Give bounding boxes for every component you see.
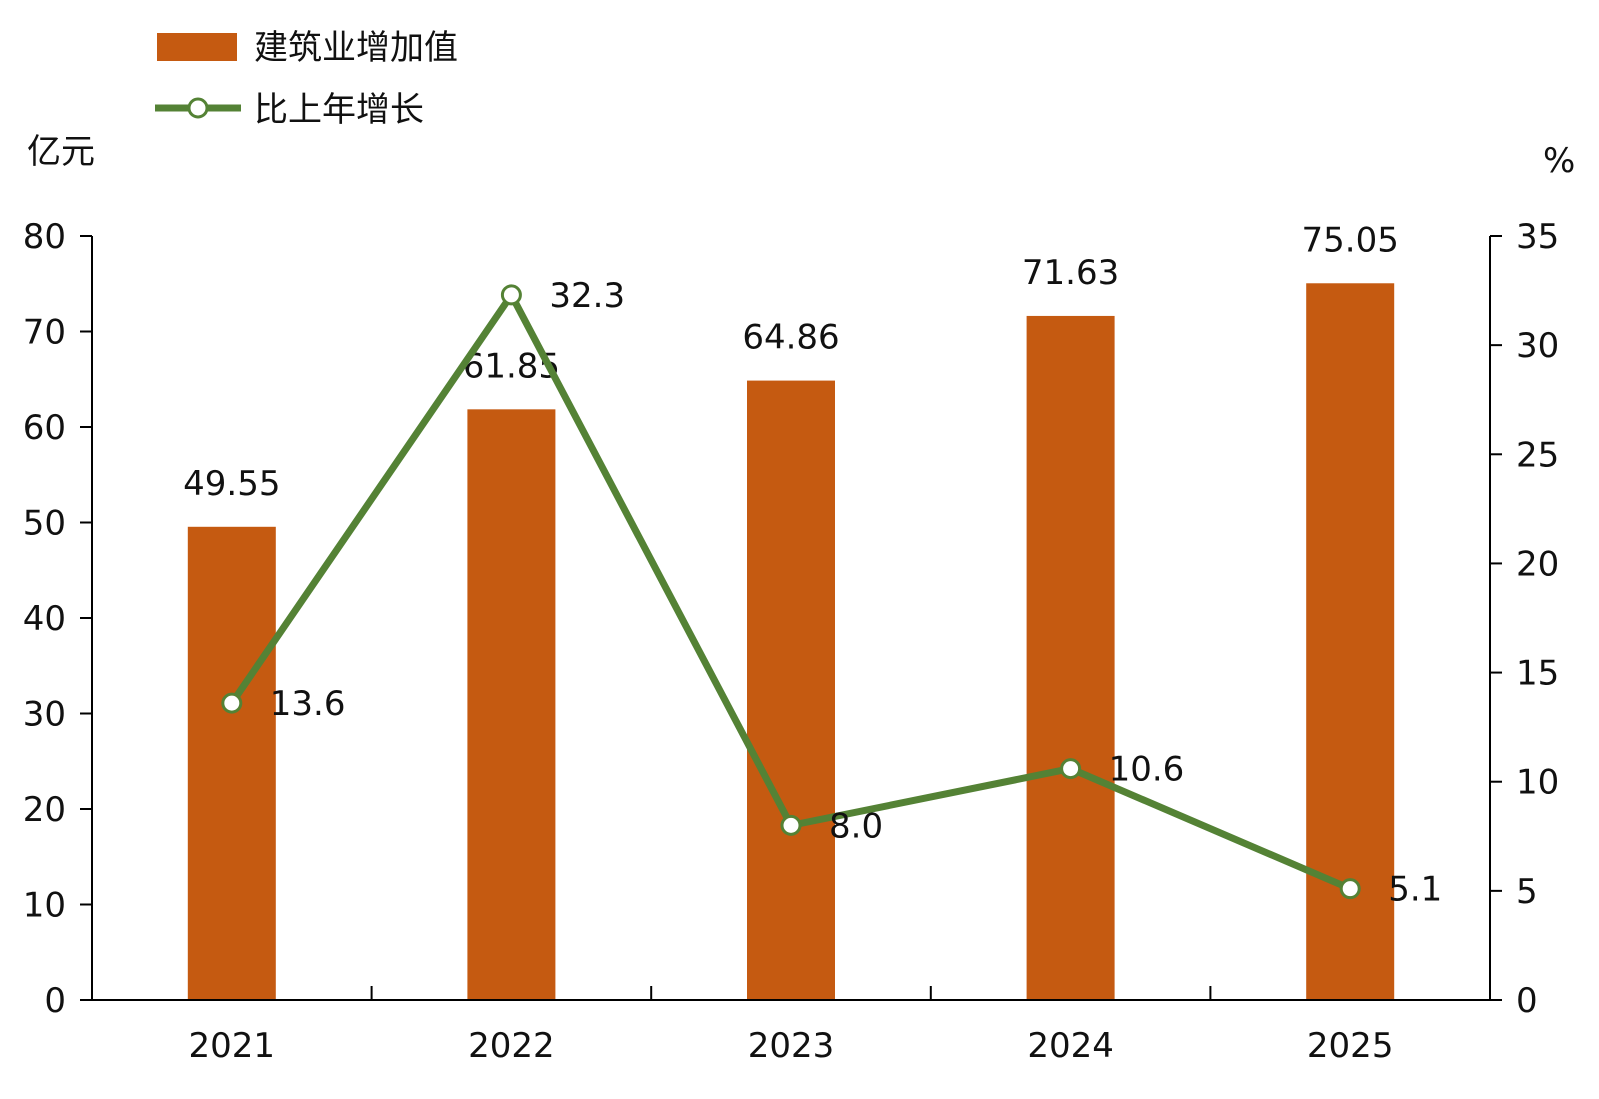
bar-label-2021: 49.55 bbox=[183, 464, 280, 504]
growth-points bbox=[221, 284, 1361, 900]
legend-bar-swatch bbox=[157, 33, 237, 61]
left-ticks: 0 10 20 30 40 50 60 70 80 bbox=[23, 217, 92, 1021]
growth-point-2023 bbox=[780, 814, 802, 836]
left-tick-label-50: 50 bbox=[23, 504, 66, 544]
growth-point-2021 bbox=[221, 692, 243, 714]
bar-label-2024: 71.63 bbox=[1022, 253, 1119, 293]
legend-bar-label: 建筑业增加值 bbox=[254, 28, 458, 68]
right-tick-label-35: 35 bbox=[1516, 217, 1559, 257]
bar-label-2025: 75.05 bbox=[1302, 220, 1399, 260]
bar-2023 bbox=[747, 380, 835, 1000]
growth-label-2023: 8.0 bbox=[829, 806, 883, 846]
x-tick-label-2025: 2025 bbox=[1307, 1026, 1394, 1066]
bar-2021 bbox=[187, 526, 276, 1000]
left-tick-label-0: 0 bbox=[44, 981, 66, 1021]
legend-line-label: 比上年增长 bbox=[254, 90, 424, 130]
growth-point-2022 bbox=[500, 284, 522, 306]
bar-label-2023: 64.86 bbox=[742, 318, 839, 358]
legend-line-marker bbox=[187, 97, 209, 119]
left-tick-label-60: 60 bbox=[23, 408, 66, 448]
bar-2024 bbox=[1026, 315, 1115, 1001]
growth-label-2025: 5.1 bbox=[1388, 870, 1442, 910]
left-tick-label-30: 30 bbox=[23, 695, 66, 735]
right-tick-label-20: 20 bbox=[1516, 544, 1559, 584]
right-ticks: 0 5 10 15 20 25 30 35 bbox=[1490, 217, 1559, 1021]
right-tick-label-0: 0 bbox=[1516, 981, 1538, 1021]
growth-point-2025 bbox=[1339, 878, 1361, 900]
x-tick-label-2021: 2021 bbox=[189, 1026, 276, 1066]
bar-2022 bbox=[467, 409, 556, 1000]
growth-label-2024: 10.6 bbox=[1109, 750, 1185, 790]
left-tick-label-40: 40 bbox=[23, 599, 66, 639]
left-tick-label-70: 70 bbox=[23, 313, 66, 353]
bars bbox=[187, 283, 1395, 1001]
left-tick-label-20: 20 bbox=[23, 790, 66, 830]
x-ticks: 2021 2022 2023 2024 2025 bbox=[189, 986, 1394, 1066]
growth-label-2021: 13.6 bbox=[270, 684, 346, 724]
right-tick-label-5: 5 bbox=[1516, 872, 1538, 912]
growth-label-2022: 32.3 bbox=[549, 276, 625, 316]
x-tick-label-2023: 2023 bbox=[748, 1026, 835, 1066]
right-tick-label-15: 15 bbox=[1516, 654, 1559, 694]
left-axis-unit: 亿元 bbox=[27, 132, 95, 172]
growth-point-2024 bbox=[1060, 758, 1082, 780]
left-tick-label-80: 80 bbox=[23, 217, 66, 257]
left-tick-label-10: 10 bbox=[23, 886, 66, 926]
right-tick-label-25: 25 bbox=[1516, 435, 1559, 475]
growth-labels: 13.6 32.3 8.0 10.6 5.1 bbox=[270, 276, 1442, 910]
right-tick-label-30: 30 bbox=[1516, 326, 1559, 366]
x-tick-label-2024: 2024 bbox=[1027, 1026, 1114, 1066]
x-tick-label-2022: 2022 bbox=[468, 1026, 555, 1066]
right-tick-label-10: 10 bbox=[1516, 763, 1559, 803]
right-axis-unit: % bbox=[1543, 141, 1575, 181]
legend: 建筑业增加值 比上年增长 bbox=[155, 28, 458, 130]
